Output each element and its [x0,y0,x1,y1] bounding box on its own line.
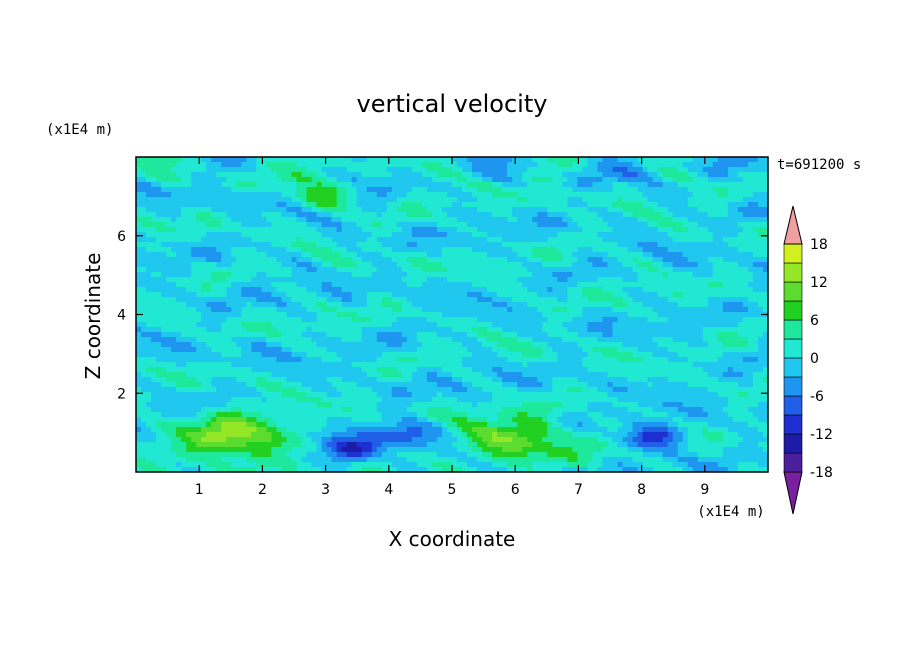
x-tick-label: 5 [448,482,457,498]
colorbar-bin [783,243,803,264]
colorbar-bin [783,338,803,359]
y-axis-title: Z coordinate [81,253,105,380]
x-tick-label: 8 [637,482,646,498]
x-tick-label: 2 [258,482,267,498]
y-axis: 2 4 6 [117,229,768,402]
y-tick-label: 2 [117,386,126,402]
chart-title: vertical velocity [357,90,548,118]
y-unit-label: (x1E4 m) [46,122,113,138]
colorbar-bin [783,262,803,283]
x-axis-title: X coordinate [389,527,516,551]
colorbar-bin [783,357,803,378]
colorbar-tick-label: 18 [810,237,828,253]
colorbar-tick-label: -6 [810,389,824,405]
colorbar-max-arrow [783,205,803,245]
colorbar-bin [783,433,803,454]
colorbar-tick-label: 12 [810,275,828,291]
x-tick-label: 4 [384,482,393,498]
colorbar-min-arrow [783,471,803,515]
colorbar-tick-label: -12 [810,427,833,443]
colorbar-bin [783,281,803,302]
contour-field [136,157,768,472]
y-tick-label: 4 [117,308,126,324]
x-tick-label: 9 [700,482,709,498]
colorbar-bin [783,300,803,321]
colorbar-bin [783,414,803,435]
x-tick-label: 3 [321,482,330,498]
x-tick-label: 7 [574,482,583,498]
colorbar-bin [783,319,803,340]
x-tick-label: 1 [195,482,204,498]
x-unit-label: (x1E4 m) [697,504,764,520]
time-label: t=691200 s [777,157,861,173]
colorbar-bin [783,376,803,397]
x-tick-label: 6 [511,482,520,498]
colorbar-tick-label: 6 [810,313,819,329]
colorbar: 18 12 6 0 -6 -12 -18 [783,205,833,515]
x-axis: 1 2 3 4 5 6 7 8 9 [195,157,709,498]
colorbar-tick-label: -18 [810,465,833,481]
colorbar-bin [783,395,803,416]
colorbar-tick-label: 0 [810,351,819,367]
colorbar-bin [783,452,803,473]
y-tick-label: 6 [117,229,126,245]
